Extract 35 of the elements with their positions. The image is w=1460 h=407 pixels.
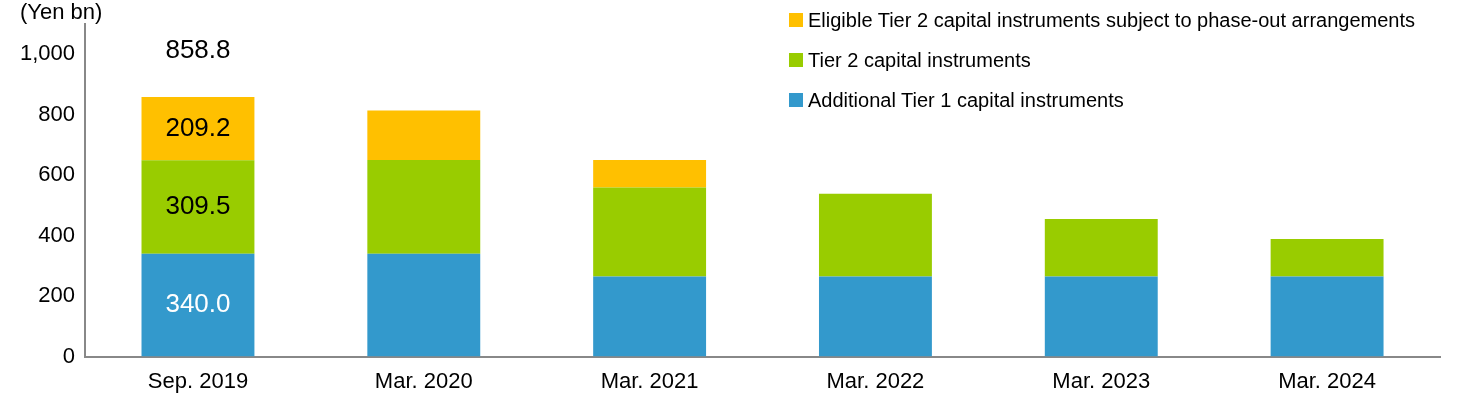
x-tick-label: Mar. 2021 [600, 367, 699, 393]
bar [367, 160, 481, 254]
bar [593, 160, 707, 188]
y-tick-label: 200 [38, 282, 76, 308]
total-label: 858.8 [165, 34, 231, 65]
bar [593, 187, 707, 277]
y-tick-label: 600 [38, 161, 76, 187]
data-label: 209.2 [165, 111, 231, 142]
bar [141, 253, 255, 357]
y-tick-label: 400 [38, 221, 76, 247]
data-label: 309.5 [165, 190, 231, 221]
x-tick-label: Mar. 2022 [826, 367, 925, 393]
bar [1270, 276, 1384, 357]
y-tick-label: 1,000 [19, 40, 76, 66]
bar [141, 96, 255, 161]
bar [1044, 219, 1158, 277]
bar [1270, 238, 1384, 277]
legend-label: Eligible Tier 2 capital instruments subject to phase-out arrangements [808, 8, 1415, 32]
y-tick-label: 800 [38, 100, 76, 126]
y-axis-title: (Yen bn) [20, 0, 103, 25]
x-tick-label: Mar. 2020 [374, 367, 473, 393]
legend-label: Tier 2 capital instruments [808, 48, 1031, 72]
bar [141, 160, 255, 254]
data-label: 340.0 [165, 288, 231, 319]
bar [367, 253, 481, 357]
x-tick-label: Mar. 2023 [1052, 367, 1151, 393]
bar [818, 276, 932, 357]
bar [367, 110, 481, 161]
bar [593, 276, 707, 357]
y-tick-label: 0 [62, 342, 76, 368]
x-tick-label: Sep. 2019 [147, 367, 249, 393]
bar [1044, 276, 1158, 357]
x-tick-label: Mar. 2024 [1278, 367, 1377, 393]
legend-label: Additional Tier 1 capital instruments [808, 88, 1124, 112]
bar [818, 193, 932, 277]
